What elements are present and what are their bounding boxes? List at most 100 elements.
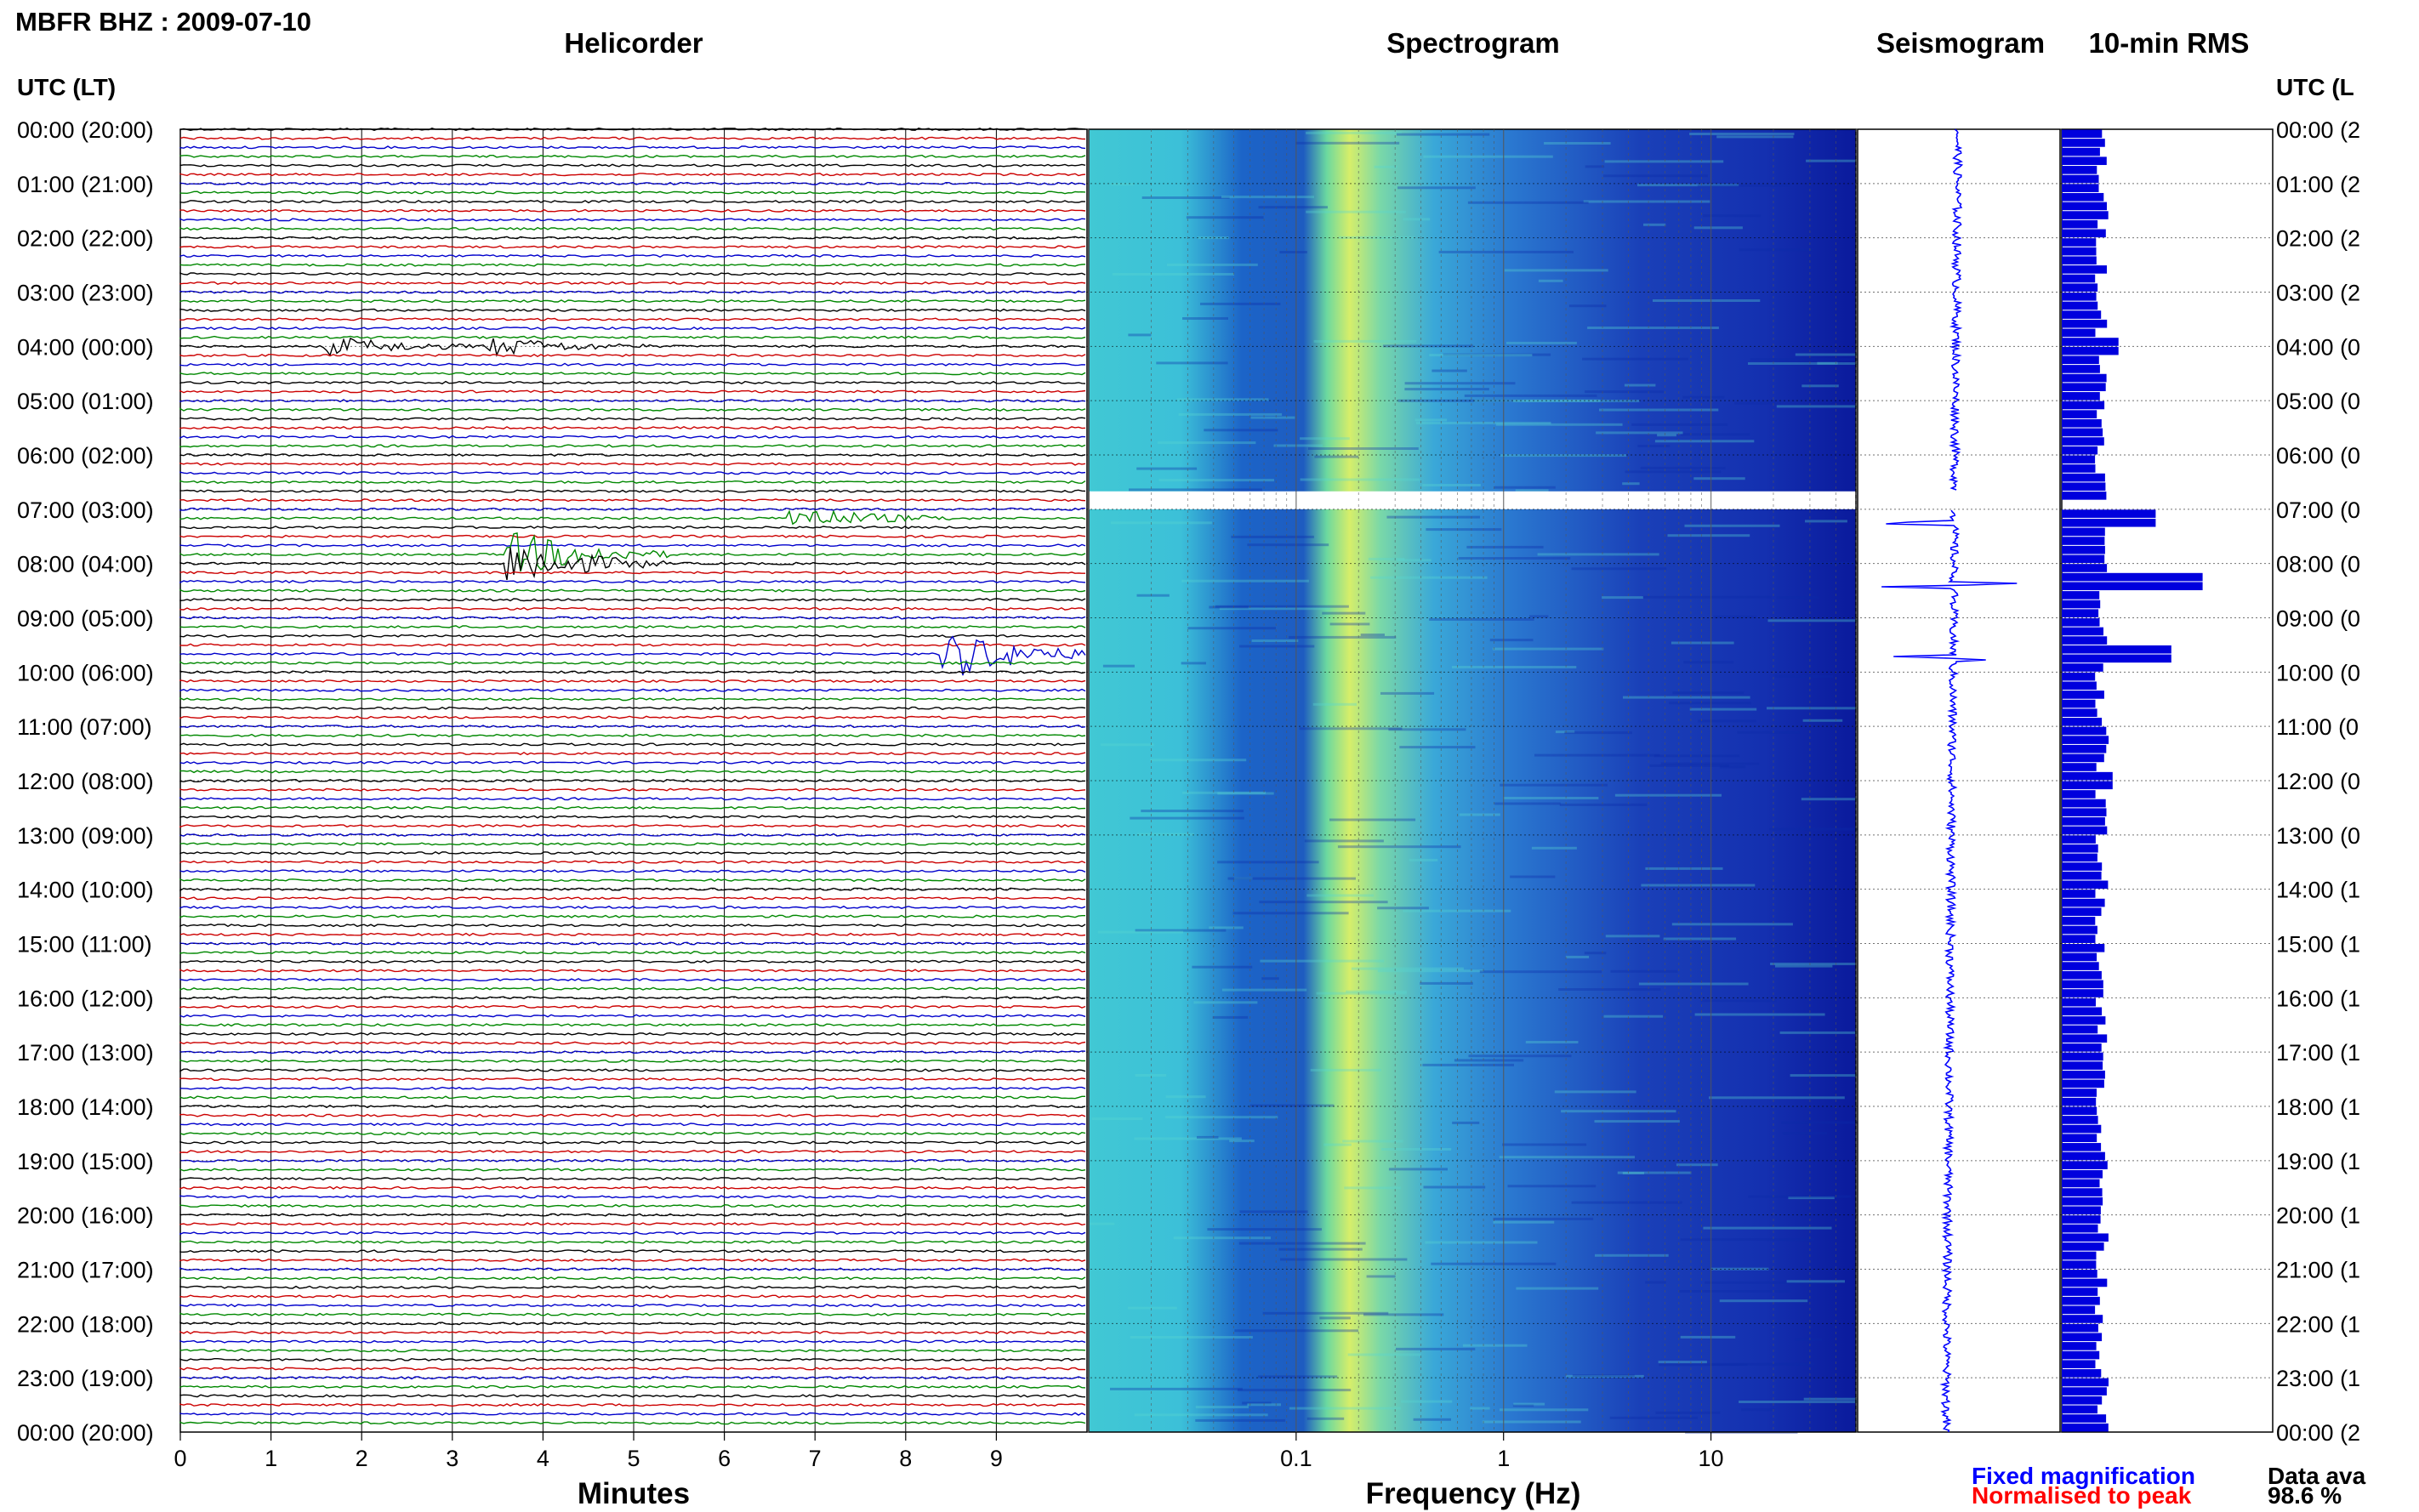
helicorder-trace (179, 426, 1086, 430)
spectrogram-streak (1700, 999, 1777, 1003)
rms-bar (2062, 636, 2108, 645)
spectrogram-streak (1694, 1013, 1825, 1016)
spectrogram-streak (1805, 520, 1847, 523)
spectrogram-streak (1770, 963, 1857, 965)
spectrogram-streak (1584, 952, 1607, 955)
rms-bar (2062, 708, 2097, 717)
rms-bar (2062, 373, 2107, 383)
spectrogram-streak (1249, 1104, 1335, 1107)
spectrogram-streak (1381, 1148, 1452, 1151)
spectrogram-streak (1377, 907, 1429, 910)
rms-bar (2062, 383, 2106, 391)
rms-bar (2062, 310, 2102, 319)
spectrogram-streak (1209, 605, 1249, 609)
time-tick-label-left: 21:00 (17:00) (17, 1258, 154, 1283)
spectrogram-streak (1594, 1120, 1680, 1123)
spectrogram-streak (1806, 159, 1856, 162)
spectrogram-streak (1300, 478, 1420, 481)
time-tick-label-left: 17:00 (13:00) (17, 1040, 154, 1066)
spectrogram-streak (1631, 423, 1728, 426)
helicorder-trace (179, 1294, 1086, 1299)
helicorder-trace (179, 579, 1086, 584)
spectrogram-streak (1658, 1361, 1707, 1364)
spectrogram-streak (1462, 1344, 1528, 1347)
spectrogram-streak (1489, 639, 1534, 642)
seismogram-trace (1881, 128, 2018, 1433)
minute-tick-label: 0 (174, 1446, 186, 1471)
spectrogram-streak (1683, 661, 1734, 664)
spectrogram-streak (1645, 867, 1723, 870)
spectrogram-streak (1676, 1163, 1718, 1167)
time-tick-label-right: 13:00 (0 (2276, 823, 2360, 849)
rms-bar (2062, 1179, 2100, 1188)
spectrogram-streak (1173, 1236, 1271, 1240)
rms-bar (2062, 464, 2096, 473)
time-tick-label-right: 19:00 (1 (2276, 1149, 2360, 1174)
spectrogram-streak (1678, 1290, 1790, 1293)
helicorder-trace (179, 208, 1086, 213)
helicorder-trace (179, 796, 1086, 801)
rms-bar (2062, 247, 2097, 256)
spectrogram-streak (1782, 1132, 1827, 1135)
helicorder-trace (179, 1123, 1086, 1127)
spectrogram-streak (1135, 929, 1227, 932)
helicorder-trace (179, 317, 1086, 321)
helicorder-trace (179, 136, 1086, 140)
spectrogram-streak (1610, 969, 1678, 973)
legend-normalised-to-peak: Normalised to peak (1972, 1482, 2192, 1509)
time-tick-label-left: 00:00 (20:00) (17, 1420, 154, 1446)
helicorder-trace (179, 1276, 1086, 1281)
spectrogram-streak (1337, 845, 1461, 849)
rms-bar (2062, 1007, 2103, 1016)
rms-bar (2062, 365, 2100, 373)
helicorder-trace (179, 1014, 1086, 1018)
spectrogram-streak (1802, 719, 1843, 722)
time-tick-label-right: 12:00 (0 (2276, 769, 2360, 794)
rms-bar (2062, 229, 2106, 238)
spectrogram-streak (1776, 405, 1881, 408)
rms-bar (2062, 880, 2109, 890)
spectrogram-streak (1212, 1015, 1249, 1019)
time-tick-label-left: 08:00 (04:00) (17, 552, 154, 577)
rms-bar (2062, 202, 2107, 211)
rms-bar (2062, 564, 2108, 572)
spectrogram-streak (1204, 429, 1278, 432)
spectrogram-streak (1538, 279, 1563, 282)
helicorder-trace (179, 978, 1086, 982)
time-tick-label-right: 01:00 (2 (2276, 172, 2360, 197)
rms-bar (2062, 1315, 2103, 1323)
seismogram-title: Seismogram (1876, 27, 2045, 59)
spectrogram-streak (1128, 1306, 1177, 1310)
spectrogram-streak (1468, 1054, 1572, 1058)
rms-bar (2062, 1034, 2108, 1043)
rms-bar (2062, 609, 2099, 617)
spectrogram-streak (1515, 489, 1549, 492)
time-tick-label-left: 01:00 (21:00) (17, 172, 154, 197)
spectrogram-streak (1568, 304, 1607, 308)
spectrogram-streak (1215, 605, 1349, 608)
rms-bar (2062, 283, 2098, 292)
spectrogram-streak (1564, 731, 1632, 735)
rms-bar (2062, 139, 2105, 147)
helicorder-trace (179, 1330, 1086, 1335)
time-tick-label-left: 02:00 (22:00) (17, 226, 154, 252)
spectrogram-streak (1689, 133, 1795, 135)
rms-bar (2062, 1305, 2096, 1315)
minute-tick-label: 7 (809, 1446, 822, 1471)
spectrogram-streak (1238, 1389, 1352, 1392)
rms-bar (2062, 319, 2108, 328)
rms-bar (2062, 799, 2106, 808)
helicorder-trace (179, 509, 1086, 526)
rms-bar (2062, 1242, 2104, 1251)
helicorder-trace (179, 1403, 1086, 1407)
spectrogram-streak (1657, 434, 1676, 437)
rms-bar (2062, 455, 2096, 464)
helicorder-trace (179, 742, 1085, 747)
spectrogram-streak (1623, 696, 1750, 699)
spectrogram-streak (1299, 727, 1403, 730)
helicorder-trace (179, 1068, 1086, 1072)
helicorder-trace (179, 199, 1086, 204)
spectrogram-streak (1653, 754, 1740, 758)
spectrogram-streak (1130, 1336, 1253, 1339)
helicorder-trace (179, 335, 1086, 339)
